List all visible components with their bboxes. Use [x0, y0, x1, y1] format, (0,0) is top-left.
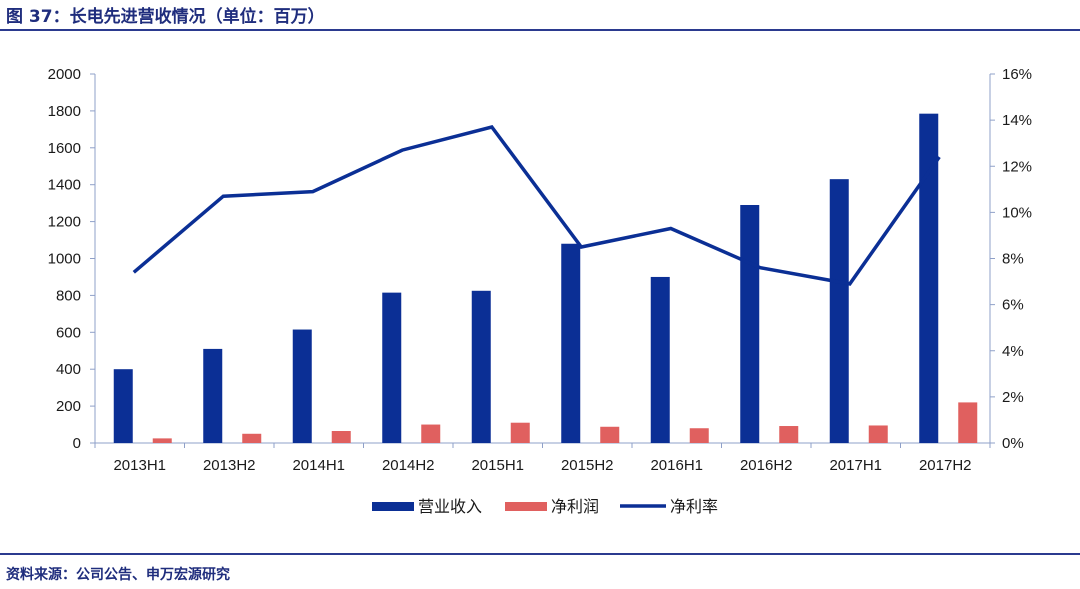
revenue-bar-2014H1: [292, 329, 312, 443]
legend-margin: 净利率: [620, 498, 718, 516]
bars: [113, 113, 978, 444]
legend: 营业收入 净利润 净利率: [372, 498, 718, 516]
left-tick-label: 2000: [48, 66, 81, 83]
revenue-bar-2015H2: [561, 243, 581, 443]
x-tick-label: 2017H2: [919, 457, 972, 474]
left-tick-label: 1000: [48, 251, 81, 268]
legend-swatch: [505, 502, 547, 511]
axes: 0 200 400 600 800 1000 1200 1400 1600 1800 2000 0% 2…: [48, 66, 1032, 452]
right-tick-label: 4%: [1002, 343, 1024, 360]
revenue-bar-2016H1: [650, 276, 670, 443]
revenue-bar-2013H2: [203, 348, 223, 443]
profit-bar-2015H2: [600, 426, 620, 443]
x-tick-label: 2013H2: [203, 457, 256, 474]
profit-bar-2016H2: [779, 426, 799, 443]
right-tick-label: 6%: [1002, 297, 1024, 314]
revenue-bar-2013H1: [113, 369, 133, 443]
revenue-bar-2017H2: [919, 113, 939, 443]
x-tick-labels: 2013H1 2013H2 2014H1 2014H2 2015H1 2015H2 2016…: [113, 457, 971, 474]
left-tick-label: 200: [56, 398, 81, 415]
right-tick-label: 8%: [1002, 251, 1024, 268]
right-tick-label: 0%: [1002, 435, 1024, 452]
page-title: 图 37：长电先进营收情况（单位：百万）: [6, 7, 325, 27]
revenue-bar-2015H1: [471, 290, 491, 443]
profit-bar-2013H2: [242, 433, 262, 443]
profit-bar-2014H2: [421, 424, 441, 443]
legend-revenue: 营业收入: [372, 498, 482, 516]
x-tick-label: 2015H1: [471, 457, 524, 474]
x-tick-label: 2016H1: [650, 457, 703, 474]
revenue-bar-2014H2: [382, 292, 402, 443]
left-tick-label: 800: [56, 287, 81, 304]
legend-label: 净利率: [670, 498, 718, 516]
bottom-rule: [0, 553, 1080, 555]
right-tick-label: 10%: [1002, 204, 1032, 221]
right-tick-label: 12%: [1002, 158, 1032, 175]
x-tick-label: 2015H2: [561, 457, 614, 474]
profit-bar-2014H1: [331, 431, 351, 443]
revenue-bar-2016H2: [740, 204, 760, 443]
legend-label: 营业收入: [418, 498, 482, 516]
profit-bar-2016H1: [689, 428, 709, 443]
x-tick-label: 2016H2: [740, 457, 793, 474]
x-tick-label: 2014H2: [382, 457, 435, 474]
top-rule: [0, 29, 1080, 31]
profit-bar-2015H1: [510, 422, 530, 443]
legend-swatch: [372, 502, 414, 511]
left-tick-label: 1200: [48, 214, 81, 231]
x-tick-label: 2013H1: [113, 457, 166, 474]
margin-line: [132, 125, 941, 286]
right-tick-label: 16%: [1002, 66, 1032, 83]
left-tick-label: 0: [73, 435, 81, 452]
profit-bar-2013H1: [152, 438, 172, 443]
x-tick-label: 2017H1: [829, 457, 882, 474]
left-tick-label: 600: [56, 324, 81, 341]
profit-bar-2017H1: [868, 425, 888, 443]
legend-profit: 净利润: [505, 498, 599, 516]
left-tick-label: 400: [56, 361, 81, 378]
legend-label: 净利润: [551, 498, 599, 516]
left-tick-label: 1800: [48, 103, 81, 120]
profit-bar-2017H2: [958, 402, 978, 443]
x-tick-label: 2014H1: [292, 457, 345, 474]
source-note: 资料来源：公司公告、申万宏源研究: [6, 567, 230, 583]
right-tick-label: 2%: [1002, 389, 1024, 406]
right-tick-label: 14%: [1002, 112, 1032, 129]
left-tick-label: 1600: [48, 140, 81, 157]
revenue-bar-2017H1: [829, 179, 849, 444]
left-tick-label: 1400: [48, 177, 81, 194]
net-margin-line: [132, 125, 941, 286]
